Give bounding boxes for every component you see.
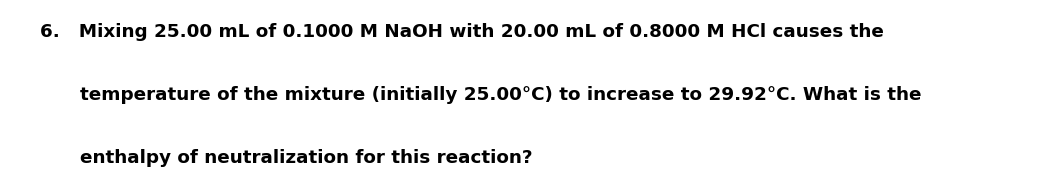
Text: 6.   Mixing 25.00 mL of 0.1000 M NaOH with 20.00 mL of 0.8000 M HCl causes the: 6. Mixing 25.00 mL of 0.1000 M NaOH with… bbox=[40, 23, 884, 41]
Text: temperature of the mixture (initially 25.00°C) to increase to 29.92°C. What is t: temperature of the mixture (initially 25… bbox=[80, 86, 921, 104]
Text: enthalpy of neutralization for this reaction?: enthalpy of neutralization for this reac… bbox=[80, 149, 532, 167]
